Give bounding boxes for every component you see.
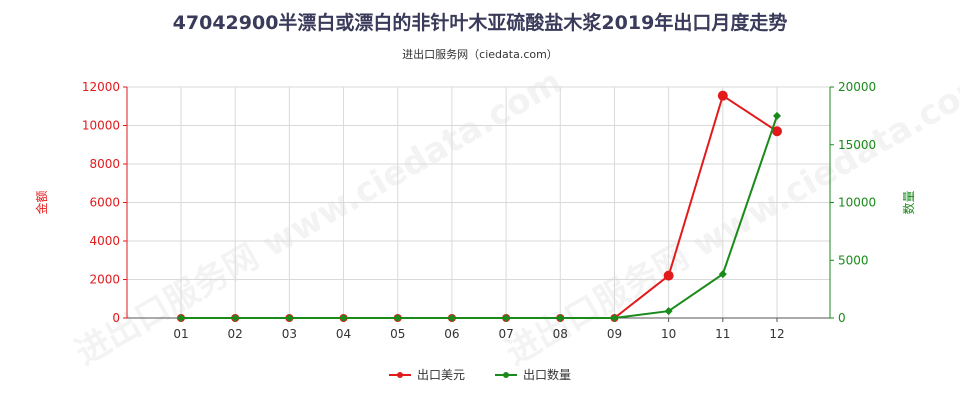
legend-swatch-green: [495, 370, 517, 380]
x-tick-label: 03: [282, 327, 297, 341]
data-point-export-quantity: [556, 314, 565, 322]
y-left-tick-label: 10000: [82, 119, 120, 133]
series-line-export-quantity: [181, 115, 778, 319]
chart-subtitle: 进出口服务网（ciedata.com）: [402, 48, 558, 61]
y-right-tick-label: 0: [838, 311, 846, 325]
data-point-export-quantity: [231, 314, 240, 322]
data-point-export-quantity: [610, 314, 619, 322]
y-right-tick-label: 15000: [838, 138, 876, 152]
series-line-export-usd: [181, 94, 778, 319]
data-point-export-quantity: [285, 314, 294, 322]
x-tick-label: 10: [661, 327, 676, 341]
y-left-tick-label: 6000: [89, 196, 120, 210]
data-point-export-quantity: [393, 314, 402, 322]
legend-item-export-usd[interactable]: 出口美元: [388, 366, 465, 383]
data-point-export-quantity: [447, 314, 456, 322]
x-tick-label: 11: [715, 327, 730, 341]
x-tick-label: 04: [336, 327, 351, 341]
data-point-export-quantity: [773, 111, 781, 120]
x-tick-label: 01: [173, 327, 188, 341]
x-tick-label: 12: [769, 327, 784, 341]
y-left-tick-label: 8000: [89, 157, 120, 171]
legend-item-export-quantity[interactable]: 出口数量: [495, 366, 571, 383]
legend-label: 出口数量: [523, 368, 572, 382]
y-right-tick-label: 5000: [838, 253, 869, 267]
y-right-axis-title: 数量: [901, 190, 916, 214]
data-point-export-usd: [772, 126, 782, 137]
data-point-export-quantity: [664, 307, 673, 316]
y-left-tick-label: 2000: [89, 273, 120, 287]
data-point-export-quantity: [339, 314, 348, 322]
data-point-export-quantity: [177, 314, 185, 322]
data-point-export-quantity: [718, 270, 727, 279]
data-point-export-usd: [663, 270, 674, 281]
legend-label: 出口美元: [416, 368, 465, 382]
data-point-export-usd: [717, 90, 728, 101]
x-tick-label: 02: [228, 327, 243, 341]
x-tick-label: 07: [498, 327, 513, 341]
y-left-axis-title: 金额: [34, 190, 49, 214]
y-right-tick-label: 20000: [838, 80, 876, 94]
legend: 出口美元 出口数量: [0, 366, 960, 383]
data-point-export-quantity: [502, 314, 511, 322]
x-tick-label: 09: [607, 327, 622, 341]
y-left-tick-label: 0: [112, 311, 120, 325]
y-left-tick-label: 12000: [82, 80, 120, 94]
x-tick-label: 05: [390, 327, 405, 341]
chart-title: 47042900半漂白或漂白的非针叶木亚硫酸盐木浆2019年出口月度走势: [172, 12, 788, 34]
y-left-tick-label: 4000: [89, 234, 120, 248]
legend-swatch-red: [388, 370, 411, 380]
x-tick-label: 06: [444, 327, 459, 341]
y-right-tick-label: 10000: [838, 196, 876, 210]
x-tick-label: 08: [553, 327, 568, 341]
